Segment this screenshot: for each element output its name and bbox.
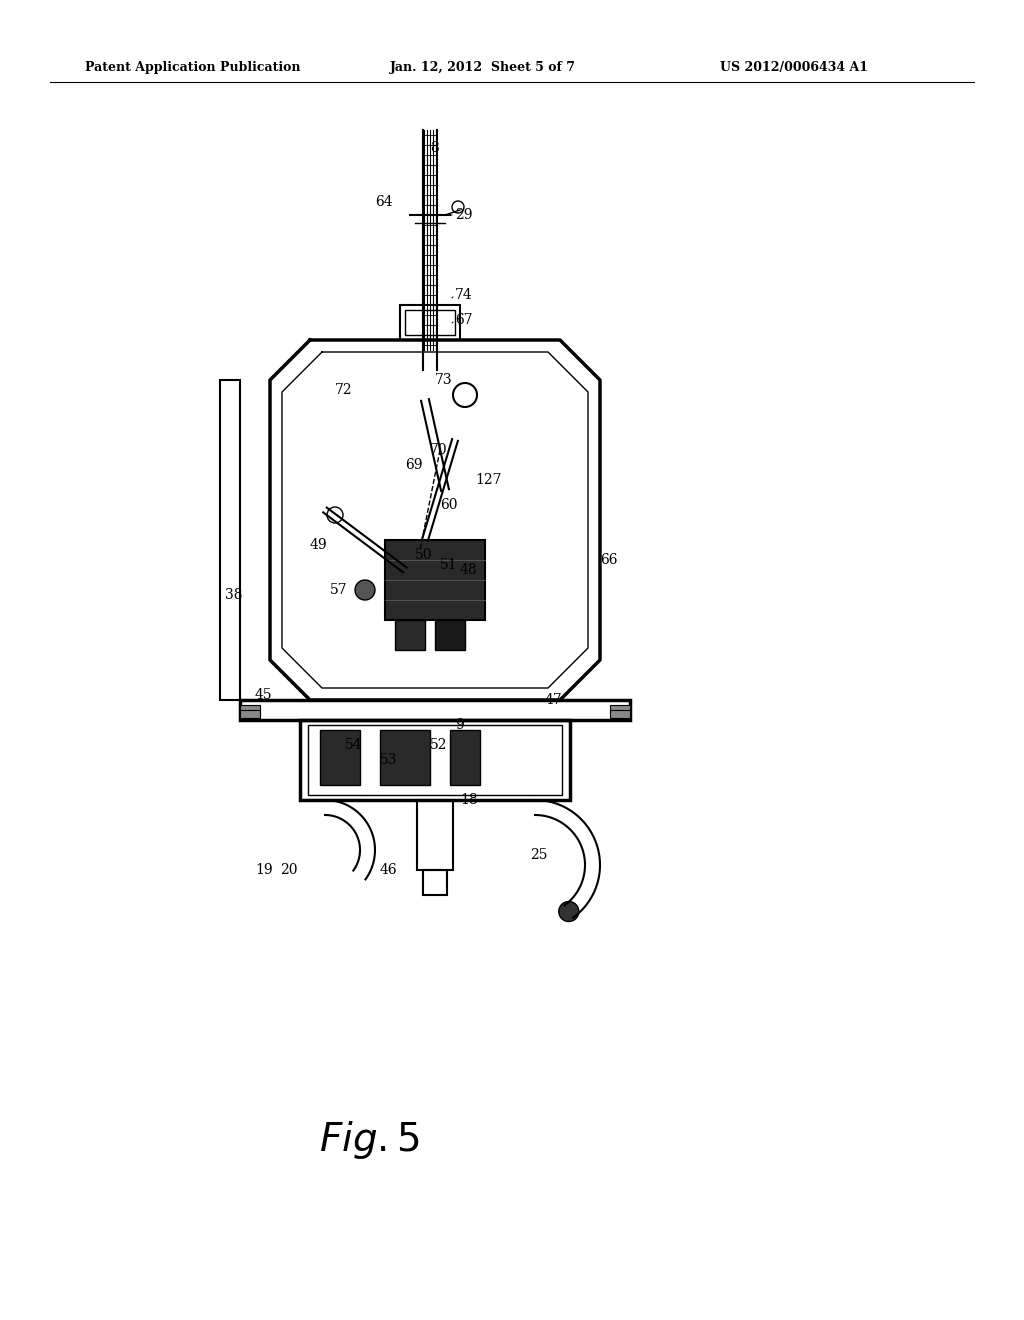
Text: Patent Application Publication: Patent Application Publication [85, 62, 300, 74]
Text: 47: 47 [545, 693, 563, 708]
Text: 51: 51 [440, 558, 458, 572]
Bar [610, 710, 630, 718]
Bar [435, 620, 465, 649]
Text: 73: 73 [435, 374, 453, 387]
Text: 29: 29 [455, 209, 472, 222]
Text: Jan. 12, 2012  Sheet 5 of 7: Jan. 12, 2012 Sheet 5 of 7 [390, 62, 575, 74]
Bar [400, 305, 460, 341]
Bar [240, 700, 630, 719]
Text: 64: 64 [375, 195, 392, 209]
Text: 52: 52 [430, 738, 447, 752]
Bar [220, 380, 240, 700]
Text: 53: 53 [380, 752, 397, 767]
Bar [380, 730, 430, 785]
Text: 46: 46 [380, 863, 397, 876]
Text: 8: 8 [430, 141, 438, 154]
Text: 49: 49 [310, 539, 328, 552]
Text: 67: 67 [455, 313, 473, 327]
Text: 54: 54 [345, 738, 362, 752]
Bar [395, 620, 425, 649]
Circle shape [559, 902, 579, 921]
Text: 70: 70 [430, 444, 447, 457]
Bar [240, 705, 260, 713]
Bar [240, 710, 260, 718]
Text: $\mathit{Fig.5}$: $\mathit{Fig.5}$ [319, 1119, 421, 1162]
Text: 19: 19 [255, 863, 272, 876]
Bar [308, 725, 562, 795]
Bar [450, 730, 480, 785]
Text: 127: 127 [475, 473, 502, 487]
Bar [319, 730, 360, 785]
Text: 9: 9 [455, 718, 464, 733]
Text: 50: 50 [415, 548, 432, 562]
Bar [385, 540, 485, 620]
Bar [417, 800, 453, 870]
Text: 20: 20 [280, 863, 298, 876]
Text: 25: 25 [530, 847, 548, 862]
Text: 69: 69 [406, 458, 423, 473]
Text: 48: 48 [460, 564, 477, 577]
Text: 72: 72 [335, 383, 352, 397]
Text: 66: 66 [600, 553, 617, 568]
Bar [300, 719, 570, 800]
Text: 45: 45 [255, 688, 272, 702]
Text: 74: 74 [455, 288, 473, 302]
Text: 18: 18 [460, 793, 477, 807]
Bar [406, 310, 455, 335]
Text: 38: 38 [225, 587, 243, 602]
Text: US 2012/0006434 A1: US 2012/0006434 A1 [720, 62, 868, 74]
Text: 60: 60 [440, 498, 458, 512]
Bar [610, 705, 630, 713]
Text: 57: 57 [330, 583, 347, 597]
Circle shape [355, 579, 375, 601]
Bar [423, 870, 447, 895]
Circle shape [327, 507, 343, 523]
